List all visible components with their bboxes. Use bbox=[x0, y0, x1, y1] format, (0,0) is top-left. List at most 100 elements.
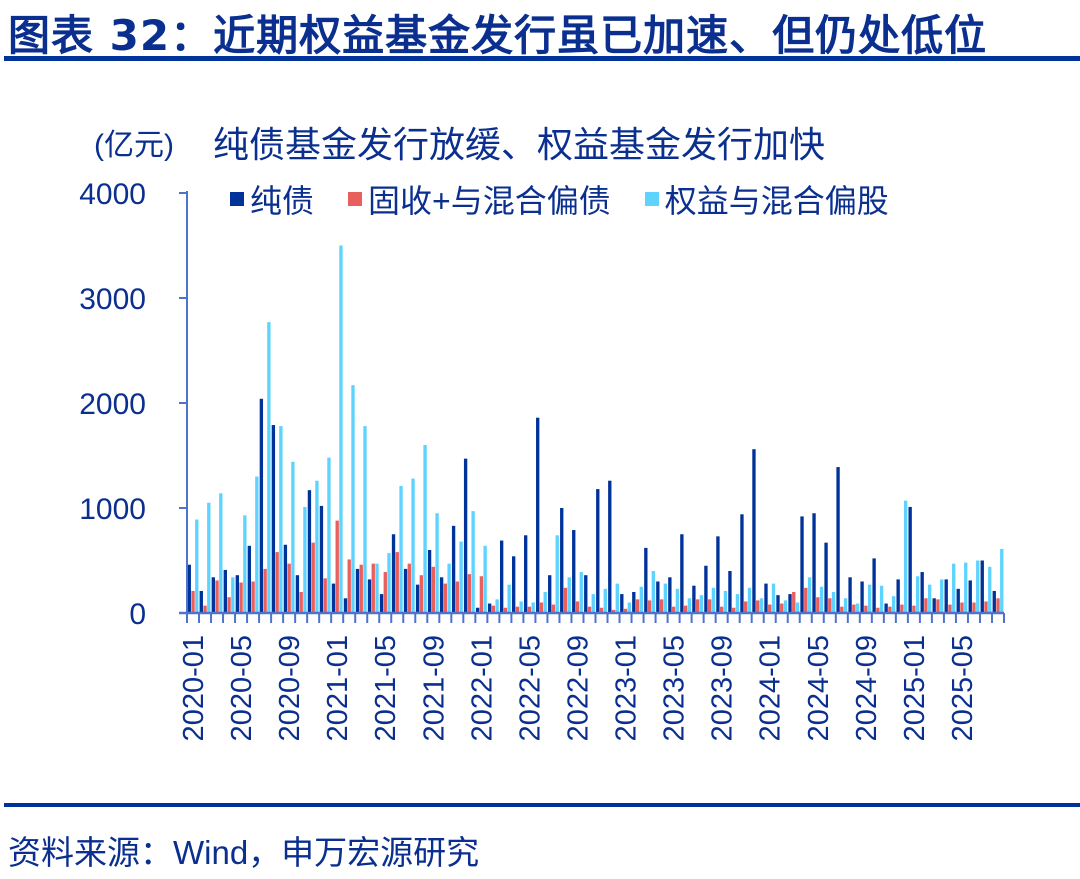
bar bbox=[804, 587, 808, 613]
bar bbox=[415, 584, 420, 613]
bar bbox=[527, 606, 532, 613]
bar bbox=[387, 553, 391, 613]
bar bbox=[920, 572, 924, 613]
bar bbox=[203, 605, 207, 613]
bar bbox=[359, 564, 363, 613]
bar bbox=[900, 604, 904, 613]
bar bbox=[800, 516, 804, 613]
bar bbox=[879, 585, 884, 613]
y-tick-label: 1000 bbox=[79, 493, 146, 526]
bar bbox=[599, 607, 604, 613]
bar bbox=[267, 322, 271, 613]
bar bbox=[940, 579, 944, 613]
bar bbox=[752, 449, 756, 613]
bar bbox=[668, 577, 672, 613]
bar bbox=[635, 599, 640, 613]
title-divider bbox=[4, 56, 1080, 61]
bar bbox=[391, 534, 396, 613]
bar bbox=[623, 608, 628, 613]
bar bbox=[371, 563, 375, 613]
bar bbox=[723, 590, 728, 613]
bar bbox=[543, 592, 547, 613]
bar bbox=[603, 588, 607, 613]
bar bbox=[495, 599, 499, 613]
bar bbox=[584, 575, 588, 613]
x-tick-label: 2020-09 bbox=[274, 635, 306, 741]
bar bbox=[843, 598, 848, 613]
bar bbox=[315, 480, 319, 613]
bar bbox=[695, 599, 700, 613]
bar bbox=[699, 595, 704, 613]
bar bbox=[735, 594, 740, 613]
bar bbox=[680, 534, 684, 613]
legend-swatch-equity bbox=[644, 192, 659, 206]
bar bbox=[932, 598, 936, 613]
bar bbox=[575, 601, 580, 613]
bar bbox=[948, 604, 952, 613]
x-tick-label: 2025-05 bbox=[947, 635, 979, 741]
bar bbox=[367, 579, 372, 613]
bar bbox=[279, 426, 283, 613]
x-tick-label: 2022-05 bbox=[514, 635, 546, 741]
data-source: 资料来源：Wind，申万宏源研究 bbox=[8, 834, 480, 871]
x-tick-label: 2024-05 bbox=[803, 635, 835, 741]
bar bbox=[375, 563, 379, 613]
x-tick-label: 2021-05 bbox=[370, 635, 402, 741]
bar bbox=[891, 596, 896, 613]
bar bbox=[483, 545, 487, 613]
bar bbox=[956, 588, 960, 613]
bar bbox=[687, 598, 692, 613]
bar bbox=[563, 587, 568, 613]
legend-item-equity: 权益与混合偏股 bbox=[644, 176, 889, 222]
bar bbox=[579, 572, 583, 613]
bar bbox=[199, 590, 203, 613]
bar bbox=[831, 592, 836, 613]
bar bbox=[952, 563, 956, 613]
bar bbox=[783, 600, 788, 613]
bar bbox=[283, 544, 288, 613]
bar bbox=[651, 571, 656, 613]
bar bbox=[960, 602, 964, 613]
bar bbox=[671, 606, 676, 613]
bar bbox=[271, 425, 276, 613]
x-tick-label: 2024-09 bbox=[851, 635, 883, 741]
bar bbox=[864, 605, 868, 613]
bar bbox=[379, 594, 384, 613]
bar bbox=[207, 502, 211, 613]
bar bbox=[792, 592, 796, 613]
y-tick-label: 0 bbox=[129, 598, 146, 631]
bar bbox=[996, 598, 1000, 613]
bar bbox=[471, 511, 475, 613]
x-tick-label: 2020-01 bbox=[178, 635, 210, 741]
bar bbox=[836, 467, 840, 613]
bar bbox=[747, 587, 752, 613]
bar bbox=[431, 566, 435, 613]
bar bbox=[435, 513, 439, 613]
legend-item-fixed-income-plus: 固收+与混合偏债 bbox=[348, 176, 611, 222]
bar bbox=[704, 565, 708, 613]
bar bbox=[908, 506, 912, 613]
bar bbox=[487, 603, 492, 613]
bar bbox=[759, 598, 764, 613]
bar bbox=[903, 500, 908, 613]
bar bbox=[944, 579, 948, 613]
x-tick-label: 2022-09 bbox=[562, 635, 594, 741]
bar bbox=[771, 583, 776, 613]
bar bbox=[855, 603, 860, 613]
bar bbox=[335, 520, 339, 613]
bar bbox=[263, 568, 267, 613]
bar bbox=[780, 603, 784, 613]
bar bbox=[251, 581, 255, 613]
bar bbox=[231, 577, 235, 613]
legend-label: 固收+与混合偏债 bbox=[368, 183, 611, 219]
bar bbox=[347, 559, 351, 613]
bar bbox=[659, 599, 664, 613]
bar bbox=[860, 581, 864, 613]
bar bbox=[447, 563, 451, 613]
y-axis-unit: (亿元) bbox=[94, 129, 174, 162]
x-tick-label: 2020-05 bbox=[226, 635, 258, 741]
bar bbox=[732, 607, 736, 613]
bar bbox=[451, 525, 456, 613]
bar bbox=[459, 541, 463, 613]
bar bbox=[776, 595, 780, 613]
